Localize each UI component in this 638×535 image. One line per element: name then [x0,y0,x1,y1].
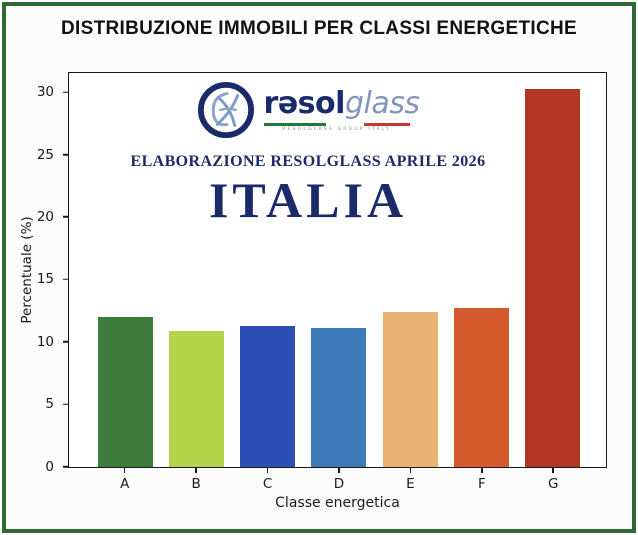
x-tick-mark-E [375,468,446,473]
x-tick-mark-D [303,468,374,473]
x-tick-label-A: A [120,476,130,492]
y-tick-label-30: 30 [36,84,54,101]
bar-slot-A [90,73,161,467]
x-tick-label-G: G [548,476,559,492]
plot-area: rəsolglass RESOLGLASS GROUP ITALY ELABOR… [68,72,607,468]
y-tick-mark-25 [63,153,68,156]
y-tick-label-5: 5 [45,396,54,413]
y-axis-ticks: 0 5 10 15 20 25 30 [0,74,68,475]
x-axis-label: Classe energetica [275,495,400,511]
bar-F [453,308,509,467]
y-tick-mark-15 [63,278,68,281]
bar-slot-G [517,73,588,467]
bars [69,73,606,467]
x-tick-mark-B [160,468,231,473]
y-tick-mark-20 [63,216,68,218]
bar-slot-E [375,73,446,467]
y-tick-label-0: 0 [45,458,54,475]
bar-C [240,325,296,467]
x-tick-mark-G [518,468,589,473]
x-tick-label-C: C [262,476,273,492]
y-tick-mark-30 [63,91,68,93]
x-tick-label-E: E [406,476,415,492]
x-tick-marks [68,468,607,473]
bar-A [98,316,154,467]
x-tick-label-D: D [333,476,345,492]
y-tick-label-15: 15 [36,271,54,288]
y-tick-mark-0 [63,465,68,468]
bar-slot-D [303,73,374,467]
x-tick-label-F: F [477,476,486,492]
bar-G [524,89,580,467]
bar-B [169,330,225,467]
bar-slot-F [446,73,517,467]
x-tick-mark-A [89,468,160,473]
bar-slot-C [232,73,303,467]
x-tick-mark-F [446,468,517,473]
y-tick-label-20: 20 [36,208,54,225]
y-tick-label-25: 25 [36,146,54,163]
x-tick-label-B: B [191,476,201,492]
y-tick-mark-5 [63,403,68,405]
y-tick-mark-10 [63,341,68,343]
bar-D [311,328,367,467]
x-tick-labels: A B C D E F G [68,476,607,492]
bar-slot-B [161,73,232,467]
x-tick-mark-C [232,468,303,473]
y-tick-label-10: 10 [36,333,54,350]
bar-E [382,311,438,467]
chart-title: DISTRIBUZIONE IMMOBILI PER CLASSI ENERGE… [61,18,577,39]
